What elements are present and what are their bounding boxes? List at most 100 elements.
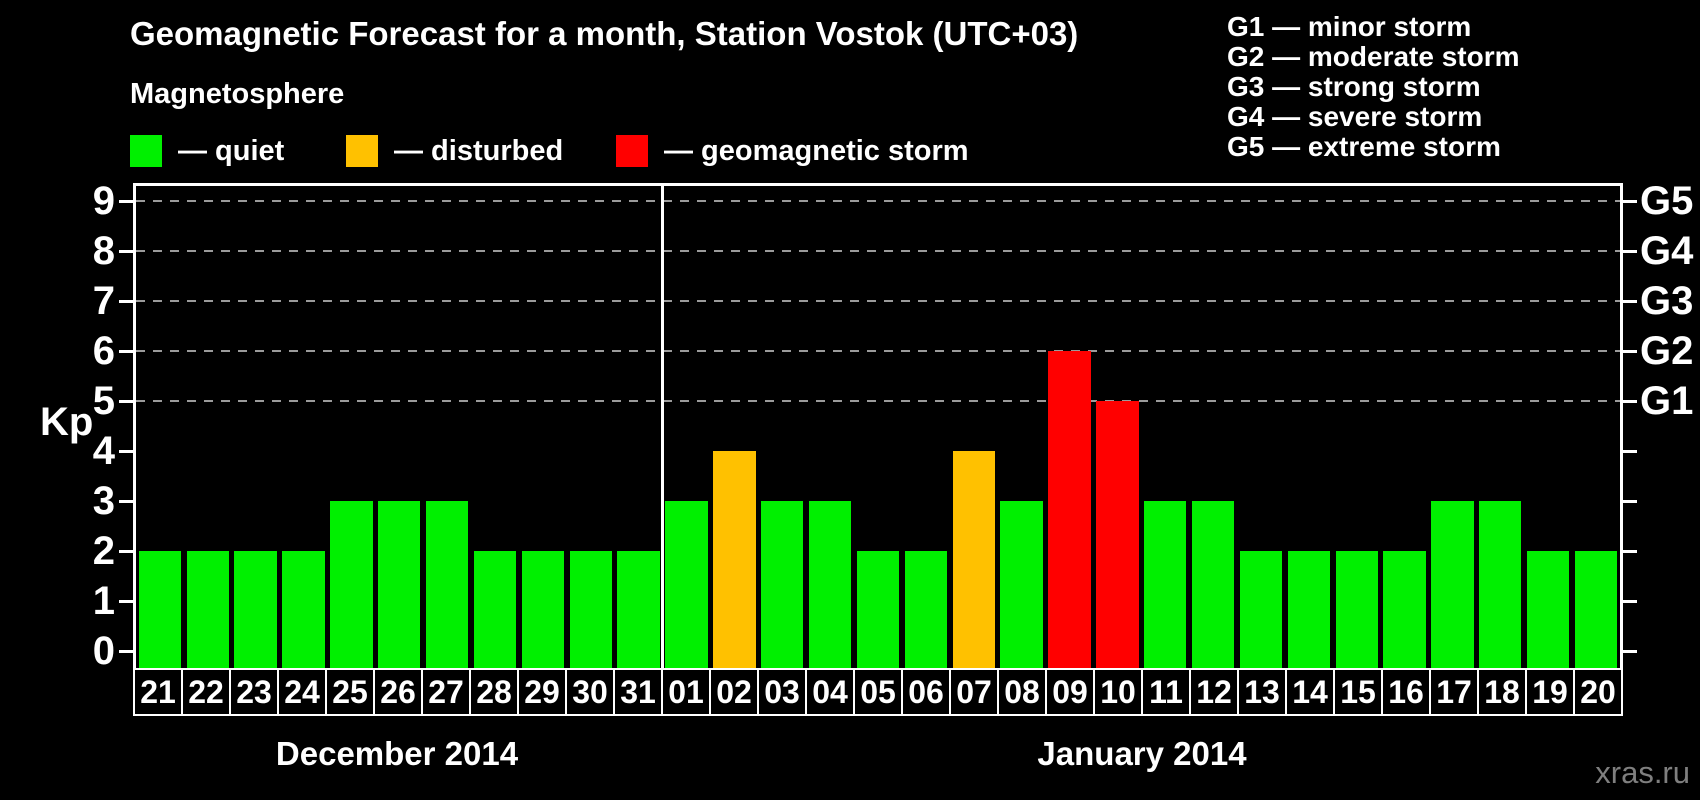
kp-bar-day-09 — [1048, 351, 1091, 668]
y-axis-title: Kp — [40, 400, 94, 444]
right-axis-label-g2: G2 — [1640, 329, 1694, 373]
watermark: xras.ru — [1595, 755, 1690, 790]
axis-tick-kp1 — [119, 600, 133, 603]
right-axis-label-g1: G1 — [1640, 379, 1694, 423]
day-label-09: 09 — [1045, 668, 1095, 716]
kp-bar-day-10 — [1096, 401, 1139, 668]
axis-tick-kp3 — [119, 500, 133, 503]
gridline-kp9 — [136, 200, 1620, 202]
axis-tick-kp6 — [119, 350, 133, 353]
kp-bar-day-19 — [1527, 551, 1570, 668]
kp-bar-day-29 — [521, 551, 565, 668]
legend-item-storm: — geomagnetic storm — [616, 135, 969, 167]
kp-bar-day-06 — [904, 551, 948, 668]
day-label-22: 22 — [181, 668, 231, 716]
kp-bar-day-14 — [1287, 551, 1330, 668]
kp-bar-day-03 — [761, 501, 804, 668]
gridline-kp8 — [136, 250, 1620, 252]
day-label-12: 12 — [1189, 668, 1239, 716]
day-label-13: 13 — [1237, 668, 1287, 716]
day-label-07: 07 — [949, 668, 999, 716]
kp-bar-day-07 — [952, 451, 995, 668]
y-tick-label-4: 4 — [92, 429, 115, 473]
right-axis-label-g5: G5 — [1640, 179, 1694, 223]
kp-bar-day-16 — [1383, 551, 1426, 668]
kp-bar-day-27 — [425, 501, 469, 668]
y-tick-label-3: 3 — [92, 479, 115, 523]
kp-bar-day-26 — [378, 501, 421, 668]
g4-legend-line: G4 — severe storm — [1227, 101, 1483, 132]
kp-bar-day-30 — [569, 551, 612, 668]
right-axis-label-g4: G4 — [1640, 229, 1694, 273]
day-label-04: 04 — [805, 668, 855, 716]
axis-tick-kp4 — [119, 450, 133, 453]
axis-tick-kp6 — [1623, 350, 1637, 353]
day-label-21: 21 — [133, 668, 183, 716]
legend-storm-label: — geomagnetic storm — [664, 134, 969, 167]
legend-quiet-label: — quiet — [178, 134, 285, 167]
month-divider-line — [661, 186, 665, 668]
legend-item-quiet: — quiet — [130, 135, 284, 167]
axis-tick-kp8 — [119, 250, 133, 253]
day-label-18: 18 — [1477, 668, 1527, 716]
axis-tick-kp9 — [1623, 200, 1637, 203]
day-label-08: 08 — [997, 668, 1047, 716]
axis-tick-kp2 — [1623, 550, 1637, 553]
kp-bar-day-02 — [713, 451, 756, 668]
axis-tick-kp5 — [119, 400, 133, 403]
kp-bar-day-24 — [282, 551, 325, 668]
axis-tick-kp7 — [1623, 300, 1637, 303]
y-tick-label-2: 2 — [92, 529, 115, 573]
day-label-25: 25 — [325, 668, 375, 716]
day-label-27: 27 — [421, 668, 471, 716]
axis-tick-kp9 — [119, 200, 133, 203]
day-label-03: 03 — [757, 668, 807, 716]
disturbed-color-swatch — [346, 135, 378, 167]
y-tick-label-8: 8 — [92, 229, 115, 273]
kp-bar-day-13 — [1239, 551, 1283, 668]
g-scale-legend: G1 — minor storm G2 — moderate storm G3 … — [1227, 12, 1520, 162]
day-label-19: 19 — [1525, 668, 1575, 716]
kp-bar-day-01 — [665, 501, 708, 668]
gridline-kp6 — [136, 350, 1620, 352]
legend-disturbed-label: — disturbed — [394, 134, 564, 167]
kp-bar-day-23 — [234, 551, 277, 668]
day-label-28: 28 — [469, 668, 519, 716]
day-label-01: 01 — [661, 668, 711, 716]
month-label-december: December 2014 — [275, 735, 519, 772]
day-label-06: 06 — [901, 668, 951, 716]
magnetosphere-label: Magnetosphere — [130, 78, 345, 110]
kp-bar-day-21 — [138, 551, 182, 668]
g2-legend-line: G2 — moderate storm — [1227, 41, 1520, 72]
kp-bar-day-08 — [1000, 501, 1043, 668]
plot-area — [119, 183, 1637, 668]
axis-tick-kp7 — [119, 300, 133, 303]
kp-bar-day-17 — [1431, 501, 1474, 668]
day-label-30: 30 — [565, 668, 615, 716]
axis-tick-kp1 — [1623, 600, 1637, 603]
day-label-29: 29 — [517, 668, 567, 716]
legend-item-disturbed: — disturbed — [346, 135, 563, 167]
axis-tick-kp4 — [1623, 450, 1637, 453]
y-tick-label-1: 1 — [92, 579, 115, 623]
day-axis-row: 21 22 23 24 25 26 27 28 29 30 31 01 02 03 04 05 06 07 08 09… — [133, 668, 1623, 716]
day-label-16: 16 — [1381, 668, 1431, 716]
kp-bar-day-12 — [1191, 501, 1235, 668]
quiet-color-swatch — [130, 135, 162, 167]
axis-tick-kp3 — [1623, 500, 1637, 503]
kp-bar-day-28 — [473, 551, 517, 668]
g5-legend-line: G5 — extreme storm — [1227, 131, 1501, 162]
right-axis-label-g3: G3 — [1640, 279, 1694, 323]
kp-bar-day-22 — [186, 551, 229, 668]
kp-bar-day-15 — [1335, 551, 1378, 668]
month-label-january: January 2014 — [1037, 735, 1247, 772]
kp-bar-day-11 — [1144, 501, 1187, 668]
page-title: Geomagnetic Forecast for a month, Statio… — [130, 15, 1079, 52]
day-label-10: 10 — [1093, 668, 1143, 716]
gridline-kp7 — [136, 300, 1620, 302]
y-tick-label-0: 0 — [92, 629, 115, 673]
day-label-24: 24 — [277, 668, 327, 716]
axis-tick-kp0 — [119, 650, 133, 653]
kp-bar-day-18 — [1479, 501, 1522, 668]
